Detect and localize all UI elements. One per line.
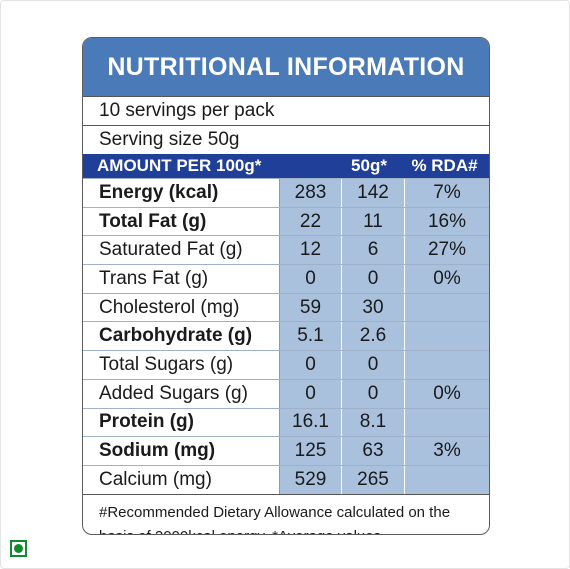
value-rda: 0% [404,379,489,408]
value-per-100g: 529 [279,465,341,494]
nutrient-name: Carbohydrate (g) [83,322,279,351]
nutrient-name: Total Sugars (g) [83,351,279,379]
nutrient-name: Trans Fat (g) [83,265,279,293]
value-rda [404,322,489,351]
serving-size: Serving size 50g [83,125,489,154]
nutrient-name: Saturated Fat (g) [83,236,279,265]
value-per-100g: 16.1 [279,408,341,437]
value-per-50g: 0 [341,265,404,293]
header-amount: AMOUNT PER 100g* [97,156,262,175]
value-per-100g: 0 [279,265,341,293]
nutrient-name: Calcium (mg) [83,465,279,494]
value-per-100g: 59 [279,293,341,322]
value-rda [404,351,489,379]
nutrient-rows: Energy (kcal) 283 142 7% Total Fat (g) 22 11 16… [83,178,489,494]
value-rda [404,408,489,437]
vegetarian-mark-dot [14,544,23,553]
nutrient-name: Sodium (mg) [83,437,279,465]
table-row: Protein (g) 16.1 8.1 [83,407,489,437]
value-per-50g: 0 [341,379,404,408]
value-rda: 7% [404,179,489,207]
table-header: AMOUNT PER 100g* 50g* % RDA# [83,154,489,178]
value-per-50g: 63 [341,437,404,465]
nutrient-name: Cholesterol (mg) [83,293,279,322]
table-row: Calcium (mg) 529 265 [83,464,489,494]
value-rda [404,465,489,494]
panel-title: NUTRITIONAL INFORMATION [83,38,489,96]
value-rda: 16% [404,207,489,236]
value-per-100g: 0 [279,379,341,408]
value-per-100g: 12 [279,236,341,265]
value-per-50g: 0 [341,351,404,379]
value-rda [404,293,489,322]
value-per-50g: 2.6 [341,322,404,351]
nutrition-panel: NUTRITIONAL INFORMATION 10 servings per … [82,37,490,535]
value-per-50g: 8.1 [341,408,404,437]
table-row: Saturated Fat (g) 12 6 27% [83,235,489,265]
value-per-100g: 283 [279,179,341,207]
table-row: Carbohydrate (g) 5.1 2.6 [83,321,489,351]
table-row: Total Fat (g) 22 11 16% [83,206,489,236]
header-rda: % RDA# [411,156,478,175]
table-row: Energy (kcal) 283 142 7% [83,178,489,207]
table-row: Sodium (mg) 125 63 3% [83,436,489,465]
nutrient-name: Energy (kcal) [83,179,279,207]
table-row: Trans Fat (g) 0 0 0% [83,264,489,293]
header-50g: 50g* [351,156,387,175]
value-per-100g: 125 [279,437,341,465]
value-per-50g: 11 [341,207,404,236]
table-row: Cholesterol (mg) 59 30 [83,292,489,322]
value-per-50g: 6 [341,236,404,265]
value-per-100g: 22 [279,207,341,236]
table-row: Added Sugars (g) 0 0 0% [83,378,489,408]
nutrient-name: Added Sugars (g) [83,379,279,408]
footnote: #Recommended Dietary Allowance calculate… [83,493,489,534]
vegetarian-mark-icon [10,540,27,557]
nutrient-name: Protein (g) [83,408,279,437]
value-per-100g: 0 [279,351,341,379]
value-per-50g: 265 [341,465,404,494]
value-rda: 3% [404,437,489,465]
value-per-50g: 30 [341,293,404,322]
nutrient-name: Total Fat (g) [83,207,279,236]
value-per-50g: 142 [341,179,404,207]
value-per-100g: 5.1 [279,322,341,351]
value-rda: 0% [404,265,489,293]
table-row: Total Sugars (g) 0 0 [83,350,489,379]
value-rda: 27% [404,236,489,265]
servings-per-pack: 10 servings per pack [83,96,489,125]
